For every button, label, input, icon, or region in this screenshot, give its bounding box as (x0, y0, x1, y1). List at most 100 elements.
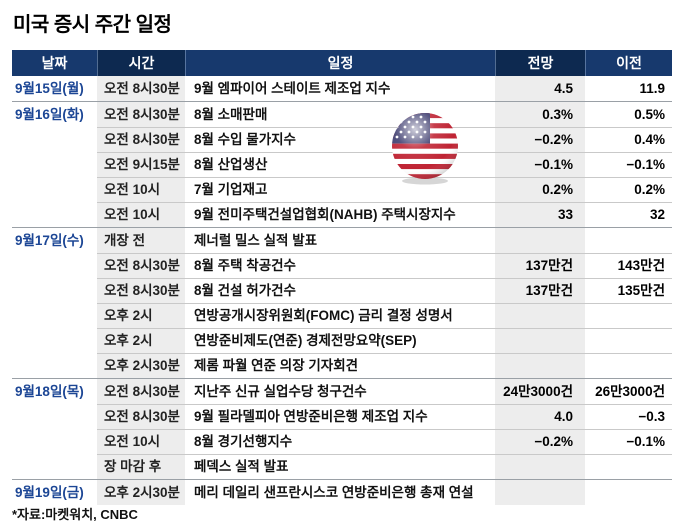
event-cell: 페덱스 실적 발표 (194, 459, 289, 474)
table-row: 오전 8시30분 지난주 신규 실업수당 청구건수 24만3000건 26만3000건 (97, 379, 672, 404)
table-row: 개장 전 제너럴 밀스 실적 발표 (97, 228, 672, 253)
event-cell: 8월 소매판매 (194, 107, 268, 122)
previous-cell (585, 329, 672, 353)
previous-cell (585, 354, 672, 378)
table-row: 오전 8시30분 8월 소매판매 0.3% 0.5% (97, 102, 672, 127)
time-cell: 오후 2시 (97, 329, 185, 353)
forecast-cell: 0.3% (495, 102, 585, 127)
time-cell: 오전 10시 (97, 430, 185, 454)
time-cell: 오후 2시30분 (97, 354, 185, 378)
table-body: 9월15일(월) 오전 8시30분 9월 엠파이어 스테이트 제조업 지수 4.5 11… (12, 76, 672, 505)
forecast-cell: 24만3000건 (495, 379, 585, 404)
table-row: 오전 8시30분 8월 주택 착공건수 137만건 143만건 (97, 253, 672, 278)
date-group: 9월18일(목) 오전 8시30분 지난주 신규 실업수당 청구건수 24만3000건… (12, 378, 672, 479)
previous-cell (585, 228, 672, 253)
previous-cell: 26만3000건 (595, 384, 665, 399)
event-cell: 9월 엠파이어 스테이트 제조업 지수 (194, 81, 391, 96)
event-cell: 제너럴 밀스 실적 발표 (194, 233, 318, 248)
previous-cell (585, 304, 672, 328)
previous-cell (585, 455, 672, 479)
table-row: 오후 2시 연방공개시장위원회(FOMC) 금리 결정 성명서 (97, 303, 672, 328)
previous-cell: −0.1% (626, 434, 665, 449)
time-cell: 오전 8시30분 (97, 76, 185, 101)
previous-cell: 0.2% (634, 182, 665, 197)
event-cell: 메리 데일리 샌프란시스코 연방준비은행 총재 연설 (194, 485, 474, 500)
previous-cell: 32 (649, 207, 665, 222)
time-cell: 오전 8시30분 (97, 128, 185, 152)
time-cell: 개장 전 (97, 228, 185, 253)
header-date: 날짜 (12, 50, 97, 76)
date-group: 9월15일(월) 오전 8시30분 9월 엠파이어 스테이트 제조업 지수 4.5 11… (12, 76, 672, 101)
forecast-cell: 0.2% (495, 178, 585, 202)
event-cell: 연방공개시장위원회(FOMC) 금리 결정 성명서 (194, 308, 453, 323)
table-row: 오전 8시30분 9월 필라델피아 연방준비은행 제조업 지수 4.0 −0.3 (97, 404, 672, 429)
header-time: 시간 (97, 50, 185, 76)
schedule-table: 날짜 시간 일정 전망 이전 9월15일(월) 오전 8시30분 9월 엠파이어 스테이트 … (12, 50, 672, 505)
table-row: 오전 8시30분 8월 건설 허가건수 137만건 135만건 (97, 278, 672, 303)
time-cell: 오전 8시30분 (97, 379, 185, 404)
table-row: 장 마감 후 페덱스 실적 발표 (97, 454, 672, 479)
event-cell: 9월 필라델피아 연방준비은행 제조업 지수 (194, 409, 428, 424)
date-group: 9월16일(화) 오전 8시30분 8월 소매판매 0.3% 0.5% 오전 8시30분 8… (12, 101, 672, 227)
previous-cell: −0.1% (626, 157, 665, 172)
event-cell: 지난주 신규 실업수당 청구건수 (194, 384, 367, 399)
previous-cell: 11.9 (639, 81, 665, 96)
event-cell: 8월 경기선행지수 (194, 434, 293, 449)
forecast-cell: −0.1% (495, 153, 585, 177)
forecast-cell: 4.5 (495, 76, 585, 101)
previous-cell: −0.3 (638, 409, 665, 424)
page-title: 미국 증시 주간 일정 (13, 14, 172, 36)
event-cell: 8월 건설 허가건수 (194, 283, 296, 298)
time-cell: 오후 2시 (97, 304, 185, 328)
event-cell: 7월 기업재고 (194, 182, 268, 197)
table-row: 오전 10시 9월 전미주택건설업협회(NAHB) 주택시장지수 33 32 (97, 202, 672, 227)
time-cell: 오전 8시30분 (97, 102, 185, 127)
header-event: 일정 (185, 50, 495, 76)
date-cell: 9월15일(월) (15, 81, 84, 96)
forecast-cell: −0.2% (495, 430, 585, 454)
time-cell: 오전 8시30분 (97, 254, 185, 278)
date-group: 9월19일(금) 오후 2시30분 메리 데일리 샌프란시스코 연방준비은행 총재 … (12, 479, 672, 505)
time-cell: 오전 10시 (97, 178, 185, 202)
time-cell: 오전 8시30분 (97, 405, 185, 429)
forecast-cell (495, 304, 585, 328)
event-cell: 8월 주택 착공건수 (194, 258, 296, 273)
forecast-cell: 137만건 (495, 254, 585, 278)
table-header-row: 날짜 시간 일정 전망 이전 (12, 50, 672, 76)
time-cell: 오전 9시15분 (97, 153, 185, 177)
forecast-cell (495, 480, 585, 505)
date-cell: 9월18일(목) (15, 384, 84, 399)
header-forecast: 전망 (495, 50, 585, 76)
forecast-cell (495, 354, 585, 378)
us-flag-globe-icon (392, 113, 458, 185)
source-note: *자료:마켓워치, CNBC (12, 507, 138, 522)
table-row: 오전 10시 8월 경기선행지수 −0.2% −0.1% (97, 429, 672, 454)
forecast-cell: 33 (495, 203, 585, 227)
event-cell: 제롬 파월 연준 의장 기자회견 (194, 358, 359, 373)
table-row: 오후 2시30분 제롬 파월 연준 의장 기자회견 (97, 353, 672, 378)
time-cell: 장 마감 후 (97, 455, 185, 479)
previous-cell: 135만건 (617, 283, 665, 298)
table-row: 오전 9시15분 8월 산업생산 −0.1% −0.1% (97, 152, 672, 177)
time-cell: 오후 2시30분 (97, 480, 185, 505)
time-cell: 오전 8시30분 (97, 279, 185, 303)
table-row: 오후 2시30분 메리 데일리 샌프란시스코 연방준비은행 총재 연설 (97, 480, 672, 505)
event-cell: 8월 수입 물가지수 (194, 132, 296, 147)
event-cell: 연방준비제도(연준) 경제전망요약(SEP) (194, 333, 417, 348)
forecast-cell: 4.0 (495, 405, 585, 429)
date-cell: 9월17일(수) (15, 233, 84, 248)
table-row: 오후 2시 연방준비제도(연준) 경제전망요약(SEP) (97, 328, 672, 353)
event-cell: 9월 전미주택건설업협회(NAHB) 주택시장지수 (194, 207, 456, 222)
table-row: 오전 8시30분 8월 수입 물가지수 −0.2% 0.4% (97, 127, 672, 152)
forecast-cell (495, 329, 585, 353)
header-previous: 이전 (585, 50, 672, 76)
forecast-cell (495, 455, 585, 479)
event-cell: 8월 산업생산 (194, 157, 268, 172)
forecast-cell (495, 228, 585, 253)
date-cell: 9월19일(금) (15, 485, 84, 500)
date-cell: 9월16일(화) (15, 107, 84, 122)
previous-cell: 0.4% (634, 132, 665, 147)
time-cell: 오전 10시 (97, 203, 185, 227)
